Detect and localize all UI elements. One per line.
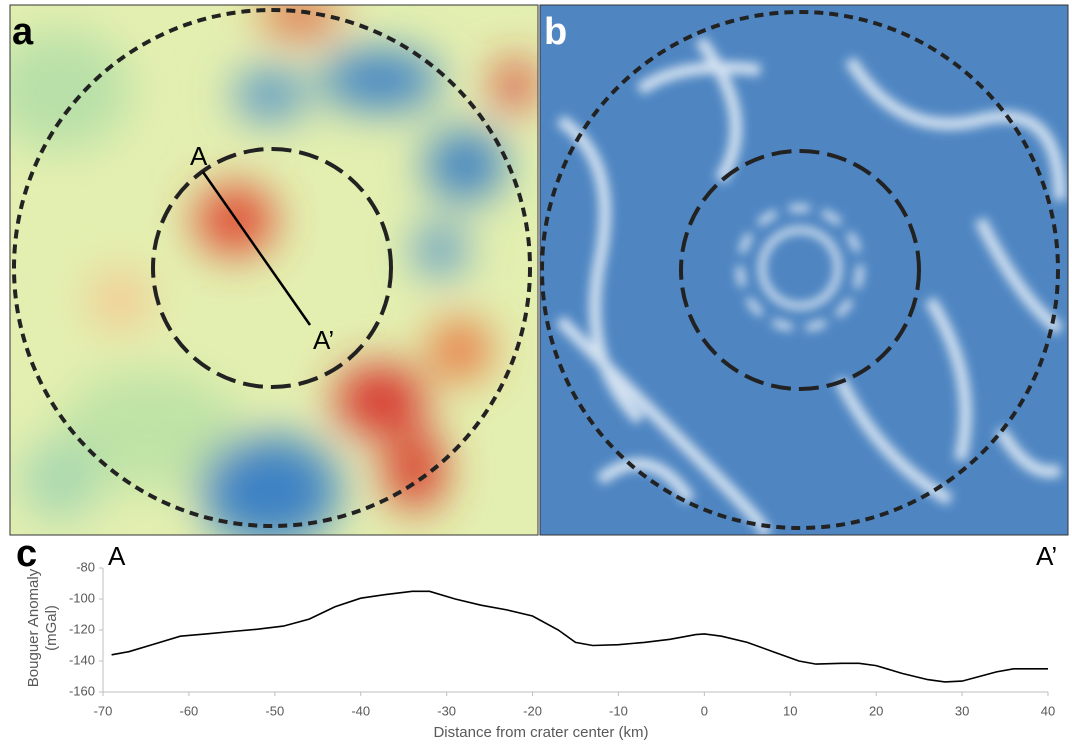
y-tick-label: -140 [69, 652, 95, 667]
gradient-map [540, 5, 1068, 535]
panel-label: b [544, 11, 567, 53]
x-tick-label: -40 [351, 703, 370, 718]
x-tick-label: -60 [180, 703, 199, 718]
x-tick-label: 40 [1041, 703, 1055, 718]
y-tick-label: -160 [69, 683, 95, 698]
x-tick-label: -70 [94, 703, 113, 718]
x-tick-label: -30 [437, 703, 456, 718]
x-tick-label: 10 [783, 703, 797, 718]
y-tick-label: -80 [76, 559, 95, 574]
figure: a A A’ b c A A’ Distance from crater cen… [0, 0, 1072, 746]
x-tick-label: -20 [523, 703, 542, 718]
profile-end: A’ [1036, 541, 1057, 571]
gravity-map [0, 0, 538, 545]
panel-label: c [16, 533, 37, 575]
x-tick-label: 30 [955, 703, 969, 718]
profile-start: A [108, 541, 126, 571]
profile-line [112, 591, 1048, 682]
x-tick-label: 20 [869, 703, 883, 718]
y-axis-label: (mGal) [43, 605, 60, 651]
profile-start: A [190, 141, 208, 171]
x-tick-label: -10 [609, 703, 628, 718]
x-tick-label: -50 [265, 703, 284, 718]
panel-label: a [12, 11, 34, 53]
x-axis-label: Distance from crater center (km) [433, 724, 648, 741]
y-tick-label: -120 [69, 621, 95, 636]
y-axis-label: Bouguer Anomaly [25, 568, 42, 687]
profile-end: A’ [313, 325, 334, 355]
y-tick-label: -100 [69, 590, 95, 605]
x-tick-label: 0 [701, 703, 708, 718]
